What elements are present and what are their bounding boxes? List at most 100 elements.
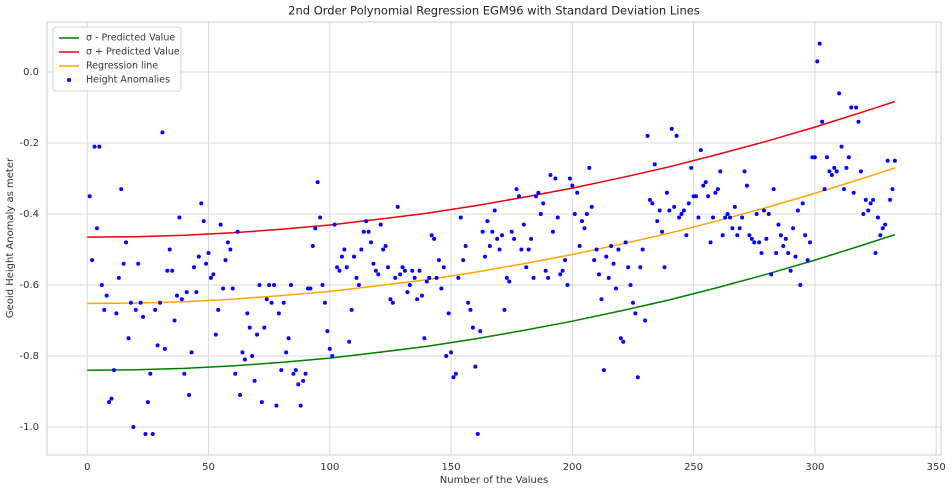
scatter-point xyxy=(201,219,206,224)
scatter-point xyxy=(107,400,112,405)
scatter-point xyxy=(657,208,662,213)
scatter-point xyxy=(616,247,621,252)
scatter-point xyxy=(863,197,868,202)
scatter-point xyxy=(196,254,201,259)
scatter-point xyxy=(429,233,434,238)
scatter-point xyxy=(466,300,471,305)
scatter-point xyxy=(128,300,133,305)
scatter-point xyxy=(92,144,97,149)
scatter-point xyxy=(759,251,764,256)
scatter-point xyxy=(519,247,524,252)
scatter-point xyxy=(694,194,699,199)
scatter-point xyxy=(216,307,221,312)
scatter-point xyxy=(776,222,781,227)
scatter-point xyxy=(296,382,301,387)
scatter-point xyxy=(497,247,502,252)
scatter-point xyxy=(647,197,652,202)
scatter-point xyxy=(470,325,475,330)
scatter-point xyxy=(713,190,718,195)
scatter-point xyxy=(703,180,708,185)
y-tick-label: 0.0 xyxy=(23,67,39,78)
scatter-point xyxy=(386,265,391,270)
scatter-point xyxy=(361,229,366,234)
scatter-point xyxy=(94,226,99,231)
scatter-point xyxy=(395,204,400,209)
x-tick-label: 250 xyxy=(684,462,703,473)
scatter-point xyxy=(674,133,679,138)
scatter-point xyxy=(795,208,800,213)
scatter-point xyxy=(747,233,752,238)
scatter-point xyxy=(398,272,403,277)
scatter-point xyxy=(628,282,633,287)
line-series xyxy=(87,233,896,371)
scatter-point xyxy=(301,378,306,383)
scatter-point xyxy=(611,261,616,266)
x-tick-label: 300 xyxy=(805,462,824,473)
scatter-point xyxy=(99,282,104,287)
scatter-point xyxy=(754,212,759,217)
x-tick-label: 150 xyxy=(442,462,461,473)
y-tick-label: -0.8 xyxy=(19,351,39,362)
scatter-point xyxy=(427,275,432,280)
scatter-point xyxy=(834,169,839,174)
scatter-point xyxy=(706,194,711,199)
scatter-point xyxy=(160,130,165,135)
scatter-point xyxy=(555,215,560,220)
scatter-point xyxy=(262,325,267,330)
scatter-point xyxy=(167,247,172,252)
scatter-point xyxy=(136,261,141,266)
scatter-point xyxy=(441,265,446,270)
scatter-point xyxy=(681,208,686,213)
scatter-point xyxy=(827,169,832,174)
scatter-point xyxy=(652,162,657,167)
scatter-point xyxy=(548,172,553,177)
scatter-point xyxy=(206,251,211,256)
scatter-point xyxy=(342,247,347,252)
scatter-point xyxy=(267,282,272,287)
scatter-point xyxy=(259,400,264,405)
scatter-point xyxy=(369,240,374,245)
scatter-point xyxy=(589,204,594,209)
x-tick-label: 50 xyxy=(202,462,215,473)
scatter-point xyxy=(228,247,233,252)
scatter-point xyxy=(436,258,441,263)
scatter-point xyxy=(199,201,204,206)
scatter-point xyxy=(597,272,602,277)
scatter-point xyxy=(417,268,422,273)
scatter-point xyxy=(885,158,890,163)
scatter-point xyxy=(393,275,398,280)
scatter-point xyxy=(708,240,713,245)
scatter-point xyxy=(121,261,126,266)
x-tick-label: 0 xyxy=(84,462,90,473)
scatter-point xyxy=(718,169,723,174)
scatter-point xyxy=(155,343,160,348)
scatter-point xyxy=(332,222,337,227)
scatter-point xyxy=(381,247,386,252)
scatter-point xyxy=(335,265,340,270)
scatter-point xyxy=(621,339,626,344)
scatter-point xyxy=(383,243,388,248)
scatter-point xyxy=(191,265,196,270)
chart-title: 2nd Order Polynomial Regression EGM96 wi… xyxy=(288,4,700,18)
scatter-point xyxy=(570,183,575,188)
scatter-point xyxy=(696,215,701,220)
scatter-point xyxy=(320,282,325,287)
scatter-point xyxy=(723,215,728,220)
scatter-point xyxy=(90,258,95,263)
scatter-point xyxy=(432,236,437,241)
scatter-point xyxy=(822,187,827,192)
scatter-point xyxy=(757,240,762,245)
scatter-point xyxy=(138,300,143,305)
scatter-point xyxy=(849,105,854,110)
scatter-point xyxy=(516,194,521,199)
scatter-point xyxy=(529,236,534,241)
scatter-point xyxy=(490,229,495,234)
scatter-point xyxy=(640,247,645,252)
scatter-point xyxy=(238,393,243,398)
scatter-point xyxy=(218,222,223,227)
scatter-point xyxy=(677,215,682,220)
scatter-point xyxy=(315,180,320,185)
scatter-point xyxy=(257,282,262,287)
legend-label: Regression line xyxy=(86,61,158,72)
scatter-point xyxy=(274,403,279,408)
